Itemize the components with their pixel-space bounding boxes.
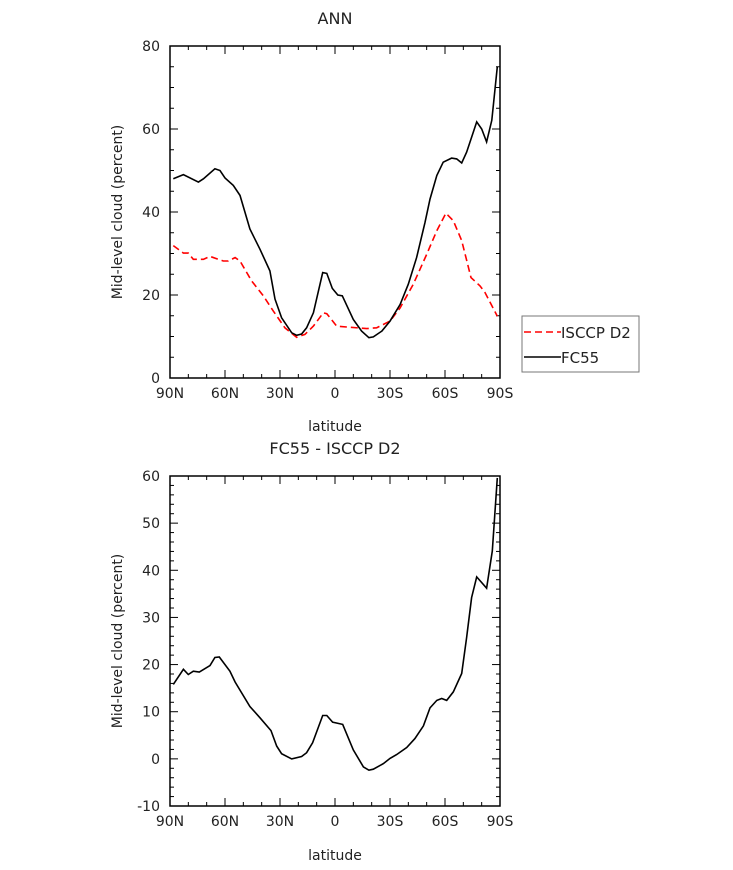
panel-annual-cloud: 90N 60N 30N 0 30S 60S 90S 0 20 40 60 80 ANN latitude M… (110, 9, 640, 435)
chart-title: FC55 - ISCCP D2 (269, 439, 400, 458)
y-tick-label: 60 (142, 469, 160, 485)
x-tick-label: 30S (377, 386, 404, 402)
x-tick-label: 90N (156, 814, 184, 830)
y-tick-label: 40 (142, 205, 160, 221)
y-tick-label: 60 (142, 122, 160, 138)
series-line-isccp-d2 (172, 211, 499, 339)
x-tick-label: 60S (432, 814, 459, 830)
series-line-fc55 (172, 66, 499, 339)
chart-title: ANN (318, 9, 353, 28)
y-tick-label: 0 (151, 752, 160, 768)
x-tick-label: 30N (266, 814, 294, 830)
x-tick-label: 60N (211, 814, 239, 830)
x-tick-label: 90S (487, 386, 514, 402)
legend-label: ISCCP D2 (561, 324, 631, 342)
x-tick-label: 60N (211, 386, 239, 402)
y-tick-label: 80 (142, 39, 160, 55)
x-tick-label: 0 (331, 386, 340, 402)
y-tick-label: 40 (142, 563, 160, 579)
x-axis-label: latitude (308, 419, 362, 435)
x-axis-label: latitude (308, 848, 362, 864)
y-tick-label: 20 (142, 288, 160, 304)
legend-label: FC55 (561, 349, 599, 367)
y-tick-label: 30 (142, 610, 160, 626)
x-tick-label: 60S (432, 386, 459, 402)
y-tick-label: 0 (151, 371, 160, 387)
y-tick-label: 20 (142, 658, 160, 674)
x-tick-label: 30S (377, 814, 404, 830)
legend: ISCCP D2 FC55 (521, 315, 640, 373)
y-tick-label: -10 (137, 799, 160, 815)
y-axis-label: Mid-level cloud (percent) (110, 554, 126, 729)
panel-difference: 90N 60N 30N 0 30S 60S 90S -10 0 10 20 30 40 50 60 FC55 … (110, 439, 513, 864)
y-tick-label: 10 (142, 705, 160, 721)
x-tick-label: 90S (487, 814, 514, 830)
legend-box (521, 315, 640, 373)
series-line-fc55-isccp-d2 (172, 477, 499, 772)
y-axis-label: Mid-level cloud (percent) (110, 125, 126, 300)
y-tick-label: 50 (142, 516, 160, 532)
plot-frame (169, 45, 501, 379)
x-tick-label: 0 (331, 814, 340, 830)
x-tick-label: 90N (156, 386, 184, 402)
plot-frame (169, 475, 501, 807)
x-tick-label: 30N (266, 386, 294, 402)
